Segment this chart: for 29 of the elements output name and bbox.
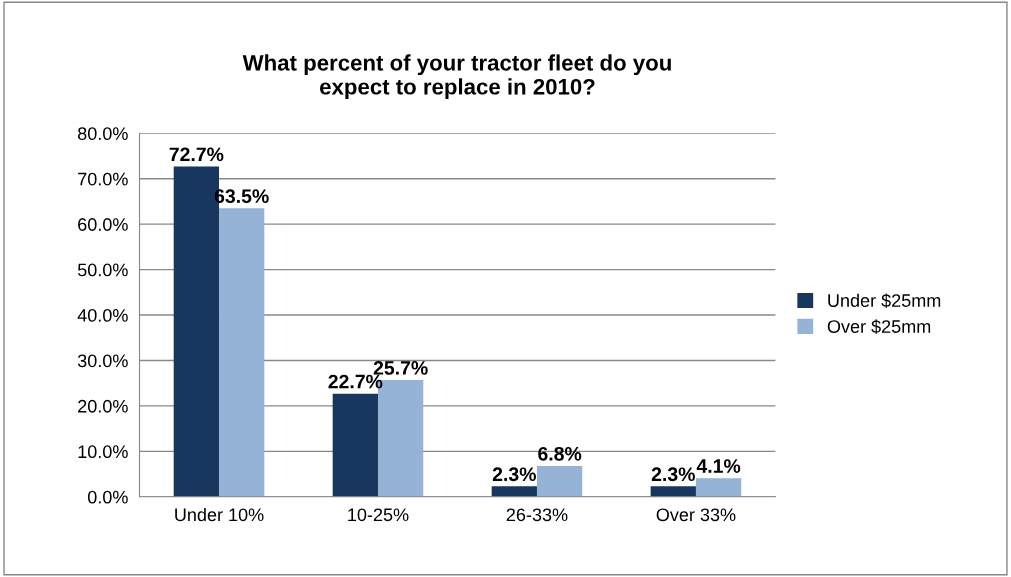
data-label: 4.1% — [696, 459, 741, 473]
data-label: 2.3% — [492, 467, 536, 482]
y-tick-label: 0.0% — [87, 490, 128, 504]
y-tick-label: 60.0% — [78, 218, 128, 231]
y-tick-label: 40.0% — [77, 308, 128, 322]
data-label: 22.7% — [328, 374, 383, 389]
x-tick-label: Under 10% — [175, 507, 264, 522]
y-tick-label: 50.0% — [77, 263, 128, 277]
bar — [332, 393, 378, 497]
chart-title: What percent of your tractor fleet do you expect to replace in 2010? — [242, 54, 671, 100]
bar — [650, 486, 696, 497]
bar — [491, 486, 537, 497]
y-tick-label: 10.0% — [78, 445, 128, 459]
data-label: 25.7% — [373, 361, 428, 375]
data-label: 2.3% — [651, 467, 695, 482]
x-tick-label: 10-25% — [348, 508, 409, 522]
x-tick-label: Over 33% — [656, 508, 736, 522]
data-label: 72.7% — [169, 147, 224, 162]
y-tick-label: 70.0% — [78, 172, 128, 186]
bar — [695, 478, 742, 497]
y-tick-label: 30.0% — [77, 354, 128, 368]
legend-label: Over $25mm — [827, 319, 931, 334]
legend-label: Under $25mm — [828, 293, 941, 309]
data-label: 6.8% — [538, 446, 582, 461]
bar — [219, 208, 265, 497]
bar — [536, 465, 583, 497]
x-tick-label: 26-33% — [506, 508, 568, 522]
y-tick-label: 80.0% — [78, 127, 128, 141]
y-tick-label: 20.0% — [78, 399, 128, 413]
